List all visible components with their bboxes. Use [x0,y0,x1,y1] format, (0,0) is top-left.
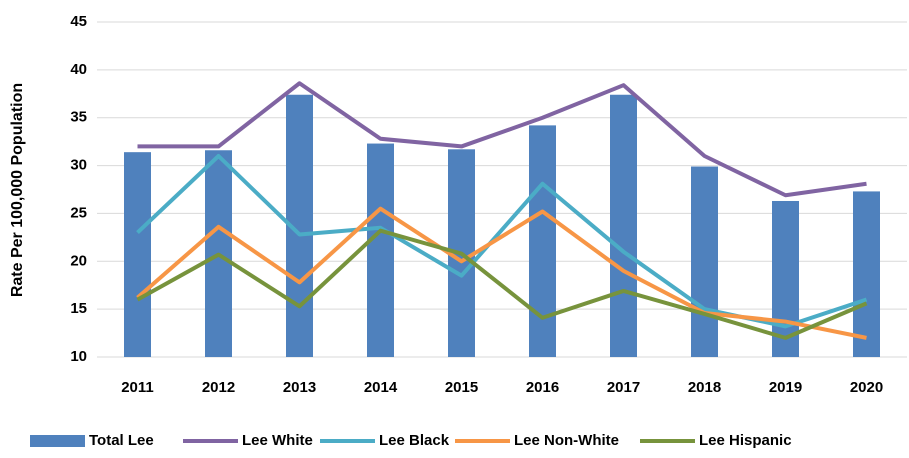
bar [610,94,637,357]
legend-label: Lee Black [379,432,450,449]
y-tick-label: 45 [70,13,87,30]
y-tick-label: 40 [70,61,87,78]
y-axis-label: Rate Per 100,000 Population [9,83,26,297]
y-tick-label: 10 [70,348,87,365]
x-tick-label: 2018 [688,379,721,396]
y-tick-label: 20 [70,252,87,269]
line [136,228,868,340]
legend-label: Lee Hispanic [699,432,792,449]
bar [529,125,556,357]
bar [124,152,151,357]
x-tick-label: 2011 [121,379,154,396]
x-tick-label: 2019 [769,379,802,396]
y-tick-label: 25 [70,204,87,221]
legend-label: Lee Non-White [514,432,619,449]
legend-swatch [30,435,85,447]
x-tick-label: 2016 [526,379,559,396]
bar [772,200,799,357]
line [137,81,867,198]
y-tick-label: 35 [70,109,87,126]
x-tick-label: 2014 [364,379,398,396]
bar [691,166,718,357]
legend-label: Lee White [242,432,313,449]
x-tick-label: 2020 [850,379,883,396]
line [136,206,867,340]
x-tick-label: 2012 [202,379,235,396]
y-tick-label: 30 [70,157,87,174]
x-tick-label: 2015 [445,379,478,396]
x-tick-label: 2013 [283,379,316,396]
bar [367,143,394,357]
x-tick-label: 2017 [607,379,640,396]
bar [853,191,880,357]
y-tick-label: 15 [70,300,87,317]
legend-label: Total Lee [89,432,154,449]
